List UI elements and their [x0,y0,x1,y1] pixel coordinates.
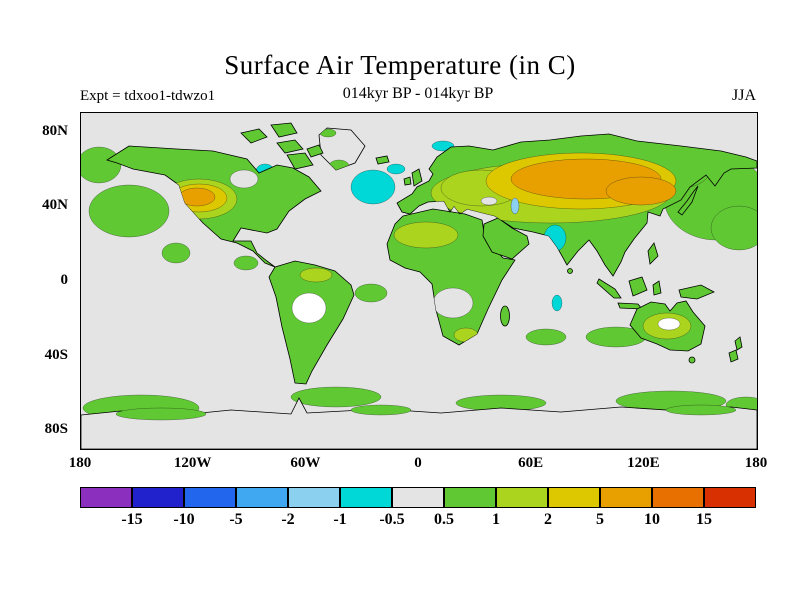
colorbar-boundary-label: 15 [696,511,712,528]
colorbar-segment [132,487,184,508]
lat-tick-label: 80N [42,122,68,139]
world-map [81,113,757,449]
tasmania [688,356,696,364]
colorbar-segment [600,487,652,508]
ireland [403,176,412,186]
lat-tick-label: 0 [60,272,69,288]
colorbar-boundary-label: 0.5 [434,511,454,528]
colorbar-boundary-label: -5 [229,511,243,528]
antarctic-coast-warm-patches [115,404,737,421]
colorbar-boundary-label: 1 [492,511,500,528]
sri-lanka [567,268,573,274]
lon-tick-label: 60W [290,455,321,471]
borneo [628,276,648,297]
period-label: 014kyr BP - 014kyr BP [342,85,494,102]
latitude-axis: 80N 40N 0 40S 80S [28,113,74,449]
new-zealand-north [734,336,743,351]
arctic-islands [240,122,324,170]
australia-anomalies [642,312,692,340]
sulawesi [652,280,662,296]
colorbar-segment [236,487,288,508]
iceland [375,155,390,165]
colorbar-segment [548,487,600,508]
colorbar-boundary-label: 10 [644,511,660,528]
colorbar-segment [80,487,132,508]
lon-tick-label: 60E [518,455,544,471]
colorbar-boundary-label: 5 [596,511,604,528]
lat-tick-label: 40S [44,346,68,363]
colorbar-boundary-label: -15 [121,511,143,528]
philippines [647,242,659,265]
colorbar-segment [184,487,236,508]
colorbar-segment [288,487,340,508]
lon-tick-label: 180 [744,455,768,471]
colorbar-boundary-label: -0.5 [379,511,405,528]
great-britain [411,168,423,187]
africa-anomalies [393,221,479,343]
longitude-axis: 180 120W 60W 0 60E 120E 180 [69,455,768,475]
colorbar-segment [704,487,756,508]
colorbar-boundary-label: -2 [281,511,295,528]
map-frame [80,112,758,450]
colorbar-segment [392,487,444,508]
japan [677,185,699,216]
lon-tick-label: 180 [68,455,92,471]
oceania-islands [688,336,743,364]
colorbar-segment [652,487,704,508]
madagascar [500,305,510,327]
colorbar-segment [444,487,496,508]
colorbar-boundary-label: 2 [544,511,552,528]
sumatra [596,278,622,299]
lat-tick-label: 80S [44,421,68,438]
plot-title: Surface Air Temperature (in C) [224,50,576,80]
south-america-anomalies [291,267,333,324]
asia-islands [500,185,715,327]
colorbar-boundary-label: -1 [333,511,347,528]
colorbar [80,487,756,508]
antarctica [81,397,757,449]
lon-tick-label: 120W [173,455,212,471]
colorbar-boundary-label: -10 [173,511,195,528]
colorbar-segment [340,487,392,508]
lon-tick-label: 120E [627,455,660,471]
season-label: JJA [731,87,756,104]
experiment-label: Expt = tdxoo1-tdwzo1 [80,88,216,104]
lat-tick-label: 40N [42,197,68,214]
new-zealand-south [728,349,739,363]
colorbar-labels: -15 -10 -5 -2 -1 -0.5 0.5 1 2 5 10 15 [80,511,756,533]
europe-islands [375,155,423,187]
lon-tick-label: 0 [414,455,422,471]
colorbar-segment [496,487,548,508]
new-guinea [678,284,715,300]
